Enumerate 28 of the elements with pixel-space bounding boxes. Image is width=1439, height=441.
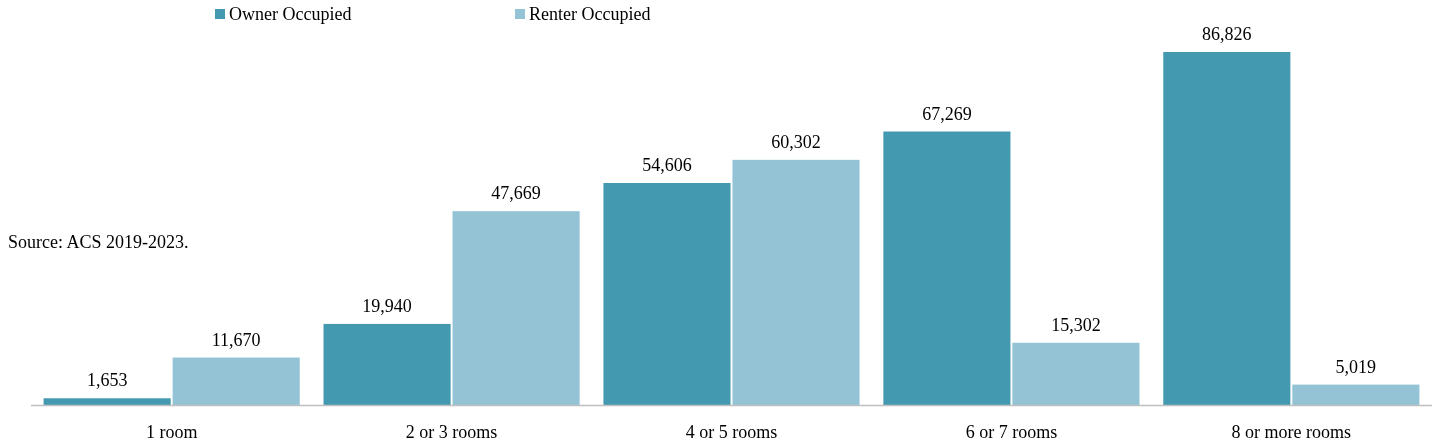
legend-label: Owner Occupied (229, 4, 352, 24)
x-tick-label: 4 or 5 rooms (685, 422, 778, 441)
data-label: 5,019 (1335, 356, 1377, 377)
data-label: 19,940 (362, 295, 412, 316)
data-label: 60,302 (771, 131, 821, 152)
bar (323, 323, 451, 405)
data-label: 1,653 (86, 370, 128, 391)
x-tick-label: 1 room (145, 422, 198, 441)
data-label: 11,670 (211, 329, 261, 350)
legend-label: Renter Occupied (529, 4, 651, 24)
bar (452, 211, 580, 405)
annotation: Source: ACS 2019-2023. (8, 232, 189, 252)
bar (43, 398, 171, 405)
bar (603, 182, 731, 405)
bar (1012, 342, 1140, 405)
bar (1292, 384, 1420, 405)
bar (883, 131, 1011, 405)
bar (732, 159, 860, 405)
data-label: 86,826 (1202, 24, 1252, 44)
data-label: 67,269 (922, 103, 972, 124)
data-label: 47,669 (491, 183, 541, 204)
x-tick-label: 8 or more rooms (1231, 422, 1352, 441)
x-tick-label: 2 or 3 rooms (405, 422, 498, 441)
bar (1163, 52, 1291, 405)
data-label: 15,302 (1051, 314, 1101, 335)
bar (172, 357, 300, 405)
x-tick-label: 6 or 7 rooms (965, 422, 1058, 441)
data-label: 54,606 (642, 154, 692, 175)
